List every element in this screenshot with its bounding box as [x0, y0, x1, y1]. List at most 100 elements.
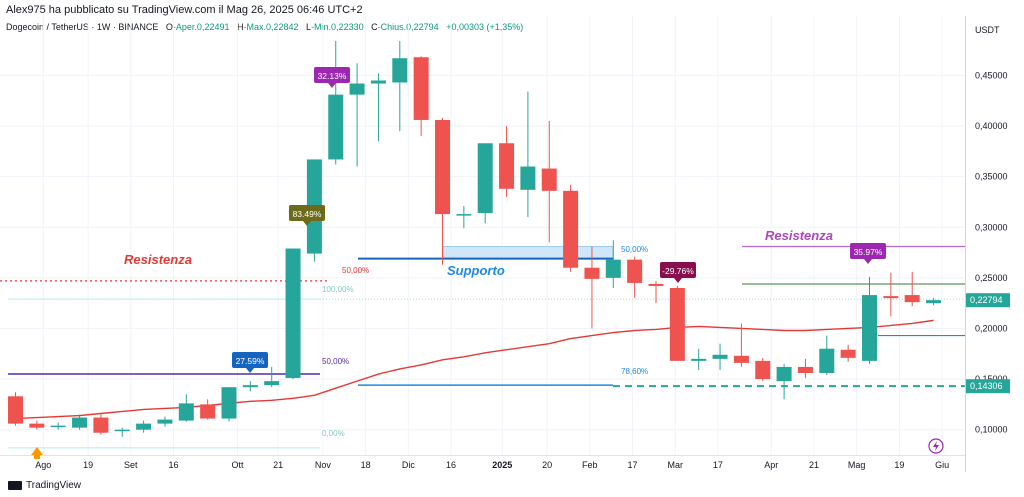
candle-body — [413, 57, 429, 120]
x-tick-label: Mar — [667, 460, 683, 470]
candle — [200, 399, 216, 420]
candle-body — [136, 423, 152, 430]
candle — [584, 246, 600, 329]
tradingview-brand[interactable]: TradingView — [8, 480, 81, 491]
x-tick-label: Set — [124, 460, 138, 470]
candle-body — [29, 423, 45, 428]
resistance-left-label: Resistenza — [124, 252, 192, 267]
badge-label: 35.97% — [854, 247, 883, 257]
candle-body — [8, 396, 23, 424]
current-price-tag: 0,22794 — [970, 295, 1003, 305]
candle — [605, 240, 621, 288]
moving-average-line — [15, 319, 934, 420]
candle-body — [669, 287, 685, 361]
candle — [435, 117, 450, 265]
chart-annotations: Resistenza Resistenza Supporto 50,00% 50,00%… — [124, 67, 886, 438]
candle — [477, 143, 493, 224]
badge-bg — [232, 352, 268, 368]
candle-body — [499, 143, 515, 189]
x-tick-label: 16 — [168, 460, 178, 470]
x-tick-label: Ott — [232, 460, 245, 470]
candle — [499, 126, 515, 197]
open-value: -Aper.0,22491 — [172, 22, 230, 32]
fib-label: 50,00% — [621, 245, 648, 254]
x-tick-label: Ago — [35, 460, 51, 470]
candle — [691, 348, 707, 370]
candle — [819, 335, 835, 376]
fib-label: 50,00% — [342, 266, 369, 275]
candle — [328, 41, 344, 165]
y-tick-label: 0,25000 — [975, 273, 1008, 283]
candle-body — [627, 259, 643, 283]
candle — [29, 420, 45, 430]
high-label: H — [236, 22, 244, 32]
symbol-title[interactable]: Dogecoin / TetherUS · 1W · BINANCE — [6, 22, 159, 32]
candle — [456, 206, 472, 229]
badge-bg — [314, 67, 350, 83]
candle-body — [712, 354, 728, 359]
candle-body — [285, 248, 301, 379]
candle-body — [691, 358, 707, 361]
brand-name: TradingView — [26, 480, 82, 491]
candle — [157, 416, 173, 427]
x-tick-label: 20 — [542, 460, 552, 470]
fib-label: 50,00% — [322, 357, 349, 366]
x-tick-label: Mag — [848, 460, 866, 470]
candle — [93, 414, 109, 435]
candle — [541, 120, 557, 243]
x-tick-label: 2025 — [492, 460, 512, 470]
badge-label: 83.49% — [293, 209, 322, 219]
candle — [520, 91, 536, 218]
candle-body — [264, 381, 280, 386]
open-label: O — [165, 22, 173, 32]
x-tick-label: 17 — [713, 460, 723, 470]
fib-label: 78,60% — [621, 367, 648, 376]
x-tick-label: Apr — [764, 460, 778, 470]
candle-body — [541, 168, 557, 191]
moving-average — [15, 319, 934, 420]
candle-body — [520, 166, 536, 190]
support-label: Supporto — [447, 263, 505, 278]
badge-bg — [850, 243, 886, 259]
high-value: -Max.0,22842 — [243, 22, 299, 32]
candle-body — [584, 267, 600, 279]
badge-pointer — [303, 221, 311, 226]
candle — [114, 427, 130, 437]
x-tick-label: 21 — [809, 460, 819, 470]
candle-body — [72, 417, 88, 428]
y-tick-label: 0,30000 — [975, 222, 1008, 232]
candle — [413, 56, 429, 137]
candle — [776, 363, 792, 400]
x-tick-label: 19 — [83, 460, 93, 470]
x-tick-label: Giu — [935, 460, 949, 470]
candle — [563, 184, 579, 272]
percent-badge: 83.49% — [289, 205, 325, 226]
candle-body — [157, 419, 173, 424]
candle-body — [477, 143, 493, 214]
x-tick-label: 17 — [628, 460, 638, 470]
candle-body — [605, 259, 621, 278]
candle-body — [93, 417, 109, 433]
candle — [733, 323, 749, 367]
candle-body — [883, 296, 899, 299]
badge-pointer — [864, 259, 872, 264]
lightning-icon — [928, 438, 944, 454]
x-tick-label: 19 — [894, 460, 904, 470]
y-tick-label: 0,40000 — [975, 121, 1008, 131]
candle — [370, 73, 386, 142]
badge-pointer — [328, 83, 336, 88]
candle-body — [370, 80, 386, 84]
percent-badge: 32.13% — [314, 67, 350, 88]
candle — [712, 343, 728, 370]
candle-body — [904, 295, 920, 303]
resistance-right-label: Resistenza — [765, 228, 833, 243]
candle — [285, 248, 301, 380]
candle — [627, 256, 643, 299]
candle-body — [862, 295, 877, 361]
drawing-overlays — [0, 245, 965, 449]
support-zone — [442, 246, 614, 260]
candle-body — [50, 425, 66, 428]
candle-body — [200, 404, 216, 419]
candle-body — [926, 300, 942, 304]
